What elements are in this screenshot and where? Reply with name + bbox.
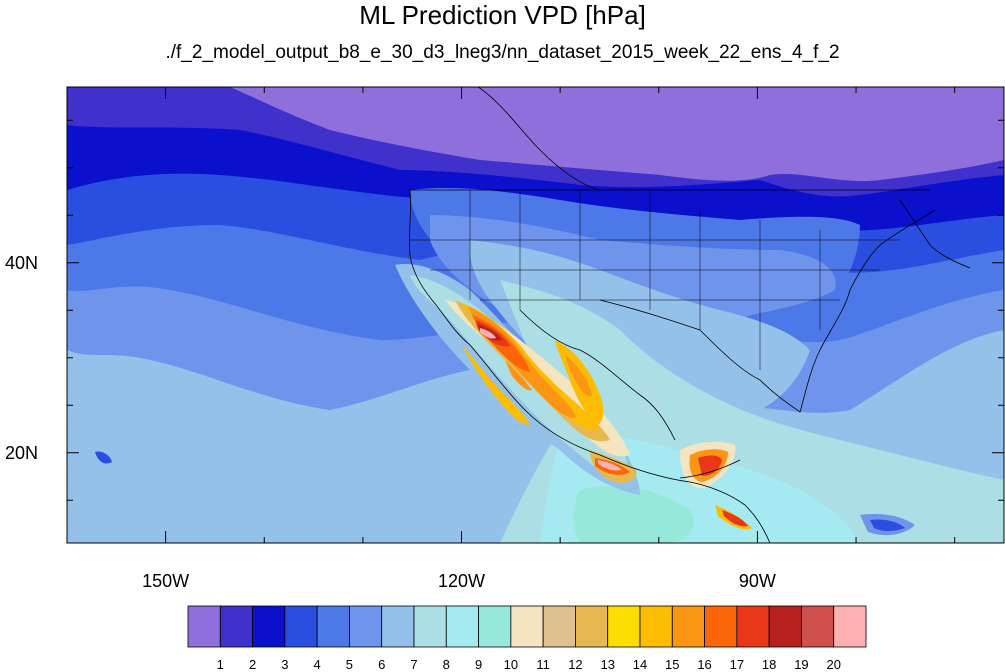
vpd-contour-fill [598, 460, 622, 471]
colorbar-swatch [575, 605, 609, 648]
colorbar-level-label: 7 [410, 657, 417, 672]
lat-tick-label: 20N [5, 443, 38, 463]
vpd-contour-fill [230, 87, 1004, 182]
colorbar-swatch [284, 605, 318, 648]
colorbar-level-label: 9 [475, 657, 482, 672]
colorbar-level-label: 8 [443, 657, 450, 672]
colorbar-level-label: 5 [346, 657, 353, 672]
colorbar-swatch [639, 605, 673, 648]
colorbar-swatch [704, 605, 738, 648]
vpd-contour-fill [722, 510, 748, 527]
vpd-contour-fill [565, 355, 592, 397]
minor-ticks [67, 87, 1004, 543]
colorbar-swatch [219, 605, 253, 648]
vpd-contour-fill [95, 451, 112, 464]
map-subtitle: ./f_2_model_output_b8_e_30_d3_lneg3/nn_d… [165, 42, 840, 63]
colorbar-swatch [607, 605, 641, 648]
vpd-contour-fill [573, 486, 694, 543]
colorbar-swatch [349, 605, 383, 648]
lon-tick-label: 150W [142, 571, 189, 591]
colorbar-level-label: 16 [697, 657, 711, 672]
colorbar-level-label: 15 [665, 657, 679, 672]
colorbar-level-label: 6 [378, 657, 385, 672]
map-frame [66, 86, 1005, 544]
colorbar-level-label: 11 [536, 657, 550, 672]
colorbar-swatch [187, 605, 221, 648]
vpd-field [67, 87, 1004, 543]
colorbar-level-label: 17 [730, 657, 744, 672]
colorbar-swatch [381, 605, 415, 648]
colorbar-level-label: 18 [762, 657, 776, 672]
colorbar-level-label: 13 [600, 657, 614, 672]
colorbar-swatch [801, 605, 835, 648]
vpd-contour-fill [870, 519, 905, 531]
colorbar-swatch [671, 605, 705, 648]
colorbar-swatch [252, 605, 286, 648]
colorbar-swatch [542, 605, 576, 648]
state-borders [410, 190, 900, 370]
colorbar-swatch [445, 605, 479, 648]
colorbar-swatch [833, 605, 867, 648]
colorbar-swatch [736, 605, 770, 648]
vpd-contour-fill [698, 455, 722, 476]
colorbar-level-label: 2 [249, 657, 256, 672]
colorbar-swatch [316, 605, 350, 648]
vpd-contour-fill [462, 345, 530, 425]
colorbar-level-label: 3 [281, 657, 288, 672]
colorbar-level-label: 4 [314, 657, 321, 672]
vpd-contour-fill [480, 328, 496, 339]
colorbar-swatch [768, 605, 802, 648]
vpd-contour-fill [505, 360, 532, 391]
colorbar-level-label: 20 [826, 657, 840, 672]
lon-tick-label: 90W [739, 571, 776, 591]
colorbar-level-label: 12 [568, 657, 582, 672]
lat-tick-label: 40N [5, 253, 38, 273]
lon-tick-label: 120W [438, 571, 485, 591]
colorbar-swatch [478, 605, 512, 648]
colorbar-level-label: 19 [794, 657, 808, 672]
map-title: ML Prediction VPD [hPa] [359, 0, 646, 30]
colorbar-level-label: 1 [217, 657, 224, 672]
longitude-ticks: 150W 120W 90W [142, 87, 776, 591]
colorbar-level-label: 10 [504, 657, 518, 672]
latitude-ticks: 40N 20N [5, 253, 1004, 463]
colorbar-swatch [413, 605, 447, 648]
colorbar: 1 2 3 4 5 6 7 8 9 10 11 12 13 14 15 16 17 18 19 20 [187, 605, 867, 672]
colorbar-level-label: 14 [633, 657, 647, 672]
colorbar-swatch [510, 605, 544, 648]
